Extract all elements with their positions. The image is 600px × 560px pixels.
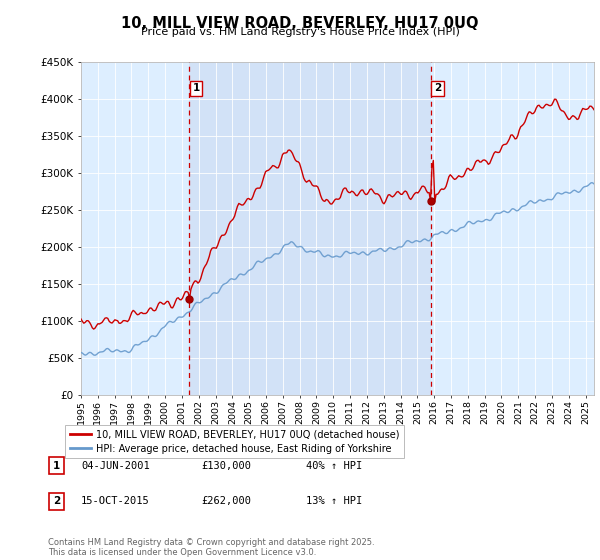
Text: 04-JUN-2001: 04-JUN-2001: [81, 461, 150, 471]
Text: 1: 1: [193, 83, 200, 93]
FancyBboxPatch shape: [49, 458, 64, 474]
Text: Contains HM Land Registry data © Crown copyright and database right 2025.
This d: Contains HM Land Registry data © Crown c…: [48, 538, 374, 557]
Text: 10, MILL VIEW ROAD, BEVERLEY, HU17 0UQ: 10, MILL VIEW ROAD, BEVERLEY, HU17 0UQ: [121, 16, 479, 31]
Legend: 10, MILL VIEW ROAD, BEVERLEY, HU17 0UQ (detached house), HPI: Average price, det: 10, MILL VIEW ROAD, BEVERLEY, HU17 0UQ (…: [65, 425, 404, 459]
Text: 2: 2: [53, 496, 60, 506]
Text: £130,000: £130,000: [201, 461, 251, 471]
Text: 13% ↑ HPI: 13% ↑ HPI: [306, 496, 362, 506]
Text: £262,000: £262,000: [201, 496, 251, 506]
Text: Price paid vs. HM Land Registry's House Price Index (HPI): Price paid vs. HM Land Registry's House …: [140, 27, 460, 37]
Text: 2: 2: [434, 83, 441, 93]
Bar: [189, 62, 431, 395]
FancyBboxPatch shape: [49, 493, 64, 510]
Text: 40% ↑ HPI: 40% ↑ HPI: [306, 461, 362, 471]
Text: 1: 1: [53, 461, 60, 471]
Text: 15-OCT-2015: 15-OCT-2015: [81, 496, 150, 506]
